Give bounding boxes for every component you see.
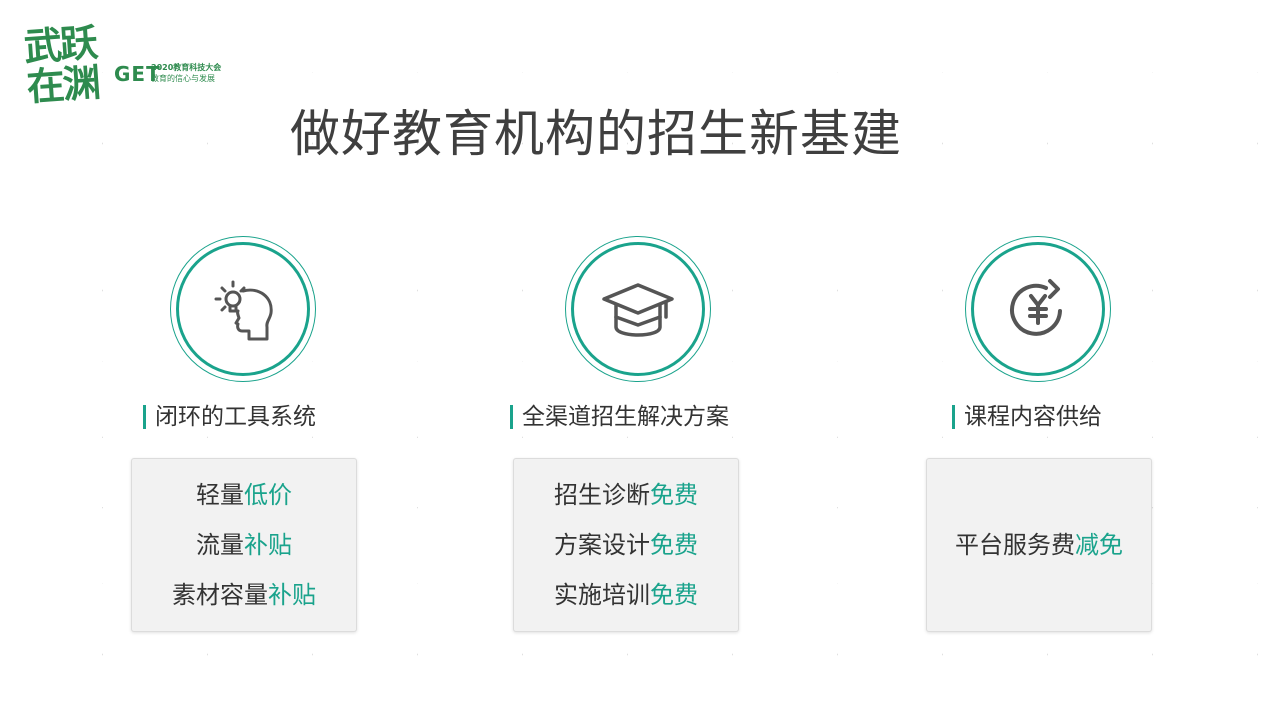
logo-brush-line2: 在渊 <box>25 59 101 110</box>
list-item: 平台服务费减免 <box>955 531 1123 559</box>
list-item: 方案设计免费 <box>554 531 698 559</box>
icon-circle <box>965 236 1111 382</box>
list-item: 轻量低价 <box>196 481 292 509</box>
logo-caption-line1: 2020教育科技大会 <box>151 63 222 72</box>
list-item: 素材容量补贴 <box>172 581 316 609</box>
head-lightbulb-icon <box>214 280 273 341</box>
yuan-refresh-icon <box>1010 279 1062 336</box>
logo-caption-line2: 教育的信心与发展 <box>151 74 215 83</box>
icon-circle <box>170 236 316 382</box>
feature-box-content: 平台服务费减免 <box>926 458 1152 632</box>
graduation-cap-icon <box>602 283 674 337</box>
page-title: 做好教育机构的招生新基建 <box>290 105 902 163</box>
event-logo: 武跃 在渊 GET 2020教育科技大会 教育的信心与发展 <box>22 20 236 124</box>
feature-box-tools: 轻量低价 流量补贴 素材容量补贴 <box>131 458 357 632</box>
feature-box-enrollment: 招生诊断免费 方案设计免费 实施培训免费 <box>513 458 739 632</box>
feature-heading-enrollment: 全渠道招生解决方案 <box>510 405 729 429</box>
icon-circle <box>565 236 711 382</box>
list-item: 实施培训免费 <box>554 581 698 609</box>
logo-get: GET <box>114 62 161 86</box>
feature-heading-tools: 闭环的工具系统 <box>143 405 316 429</box>
feature-heading-content: 课程内容供给 <box>952 405 1102 429</box>
logo-caption: 2020教育科技大会 教育的信心与发展 <box>151 62 221 84</box>
list-item: 招生诊断免费 <box>554 481 698 509</box>
list-item: 流量补贴 <box>196 531 292 559</box>
